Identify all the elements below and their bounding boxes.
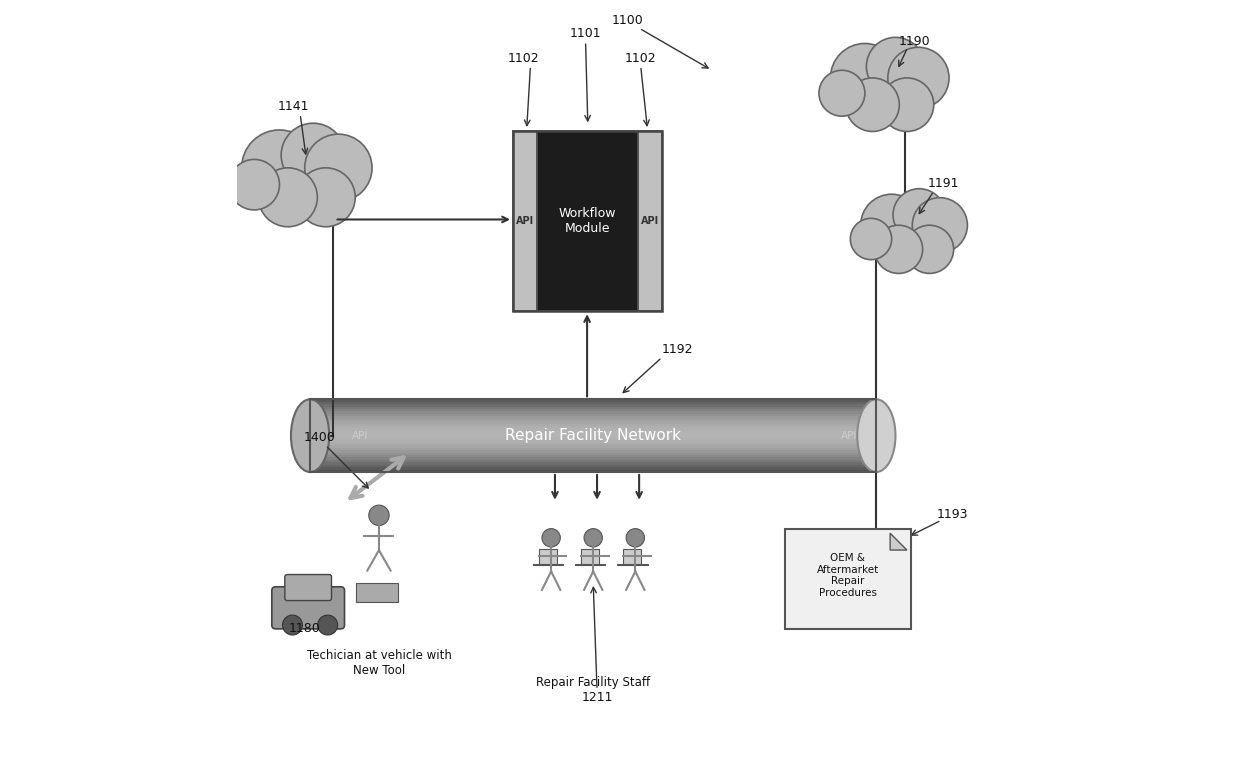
- Bar: [310, 455, 877, 458]
- Bar: [310, 404, 877, 406]
- Bar: [310, 467, 877, 469]
- FancyBboxPatch shape: [637, 131, 662, 311]
- Bar: [310, 465, 877, 467]
- Bar: [310, 435, 877, 438]
- FancyBboxPatch shape: [582, 548, 599, 564]
- Bar: [356, 583, 398, 602]
- Polygon shape: [890, 533, 906, 550]
- Bar: [575, 564, 605, 565]
- Bar: [310, 412, 877, 414]
- Circle shape: [542, 528, 560, 547]
- Text: Techician at vehicle with
New Tool: Techician at vehicle with New Tool: [306, 649, 451, 677]
- Text: 1400: 1400: [304, 431, 335, 444]
- Text: 1100: 1100: [611, 14, 644, 27]
- Circle shape: [283, 615, 303, 635]
- Circle shape: [851, 218, 892, 260]
- Bar: [310, 423, 877, 426]
- Text: 1193: 1193: [937, 508, 968, 521]
- Bar: [310, 421, 877, 423]
- Bar: [310, 469, 877, 472]
- Bar: [310, 416, 877, 419]
- Text: Repair Facility Staff: Repair Facility Staff: [536, 676, 650, 689]
- Bar: [310, 399, 877, 472]
- Bar: [310, 406, 877, 409]
- Bar: [310, 419, 877, 421]
- Circle shape: [626, 528, 645, 547]
- Circle shape: [305, 134, 372, 201]
- Text: API: API: [516, 217, 534, 227]
- Bar: [310, 409, 877, 412]
- Circle shape: [867, 38, 925, 95]
- Circle shape: [818, 70, 864, 116]
- Circle shape: [281, 123, 345, 187]
- Text: 1192: 1192: [662, 343, 693, 356]
- Text: 1211: 1211: [582, 691, 613, 704]
- Text: OEM &
Aftermarket
Repair
Procedures: OEM & Aftermarket Repair Procedures: [816, 553, 879, 598]
- Bar: [310, 445, 877, 448]
- FancyBboxPatch shape: [622, 548, 641, 564]
- Text: API: API: [641, 217, 658, 227]
- Text: 1190: 1190: [899, 35, 930, 48]
- Text: 1180: 1180: [289, 622, 321, 635]
- Text: 1102: 1102: [507, 52, 539, 65]
- Bar: [533, 564, 563, 565]
- Circle shape: [846, 78, 899, 131]
- FancyBboxPatch shape: [537, 131, 637, 311]
- Circle shape: [893, 189, 945, 241]
- Bar: [310, 460, 877, 462]
- Circle shape: [258, 168, 317, 227]
- Text: Repair Facility Network: Repair Facility Network: [505, 428, 681, 443]
- Text: Workflow
Module: Workflow Module: [559, 207, 616, 235]
- Circle shape: [861, 194, 923, 257]
- Bar: [310, 402, 877, 404]
- Circle shape: [242, 130, 317, 206]
- Circle shape: [296, 168, 355, 227]
- Circle shape: [317, 615, 337, 635]
- Bar: [310, 441, 877, 443]
- Text: 1191: 1191: [928, 177, 959, 190]
- Ellipse shape: [857, 399, 895, 472]
- Bar: [618, 564, 647, 565]
- Bar: [310, 438, 877, 441]
- FancyBboxPatch shape: [272, 587, 345, 629]
- Text: 1141: 1141: [278, 101, 309, 114]
- Bar: [310, 452, 877, 455]
- Circle shape: [584, 528, 603, 547]
- Bar: [310, 426, 877, 429]
- Bar: [310, 450, 877, 452]
- FancyBboxPatch shape: [285, 574, 331, 601]
- Circle shape: [913, 197, 967, 253]
- Text: 1101: 1101: [569, 27, 601, 40]
- FancyBboxPatch shape: [539, 548, 557, 564]
- Circle shape: [229, 160, 279, 210]
- Bar: [310, 431, 877, 433]
- Circle shape: [831, 44, 899, 112]
- Bar: [310, 462, 877, 465]
- Circle shape: [880, 78, 934, 131]
- Bar: [310, 414, 877, 416]
- Circle shape: [905, 225, 954, 273]
- Bar: [310, 433, 877, 435]
- Text: API: API: [352, 431, 368, 441]
- Text: 1102: 1102: [625, 52, 656, 65]
- Circle shape: [888, 48, 949, 108]
- Circle shape: [368, 505, 389, 525]
- Bar: [310, 448, 877, 450]
- Text: API: API: [842, 431, 858, 441]
- Bar: [310, 399, 877, 402]
- Bar: [310, 429, 877, 431]
- Circle shape: [874, 225, 923, 273]
- FancyBboxPatch shape: [513, 131, 537, 311]
- FancyBboxPatch shape: [785, 529, 911, 629]
- Bar: [310, 458, 877, 460]
- Ellipse shape: [291, 399, 329, 472]
- Bar: [310, 443, 877, 445]
